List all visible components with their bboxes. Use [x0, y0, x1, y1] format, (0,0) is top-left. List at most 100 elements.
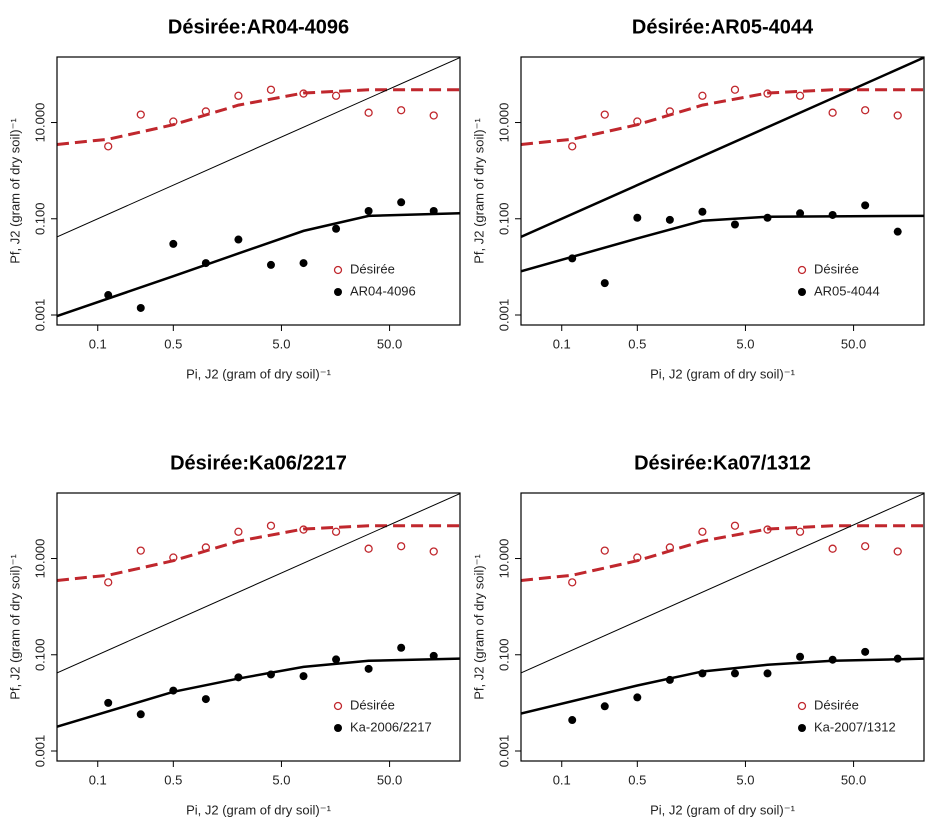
data-point	[796, 652, 805, 661]
data-point	[665, 675, 674, 684]
data-point	[266, 521, 276, 530]
data-point	[893, 547, 902, 556]
y-tick-label: 10.000	[32, 539, 47, 579]
data-point	[600, 110, 609, 119]
y-tick-label: 0.001	[496, 735, 511, 768]
data-point	[861, 542, 870, 551]
data-point	[568, 578, 577, 587]
data-point	[331, 527, 341, 536]
legend-marker	[798, 724, 806, 732]
plot-area	[57, 493, 460, 728]
data-point	[299, 89, 308, 98]
x-tick-label: 5.0	[736, 772, 754, 787]
plot-frame	[56, 56, 461, 326]
data-point	[364, 544, 373, 553]
panel: Désirée:AR04-4096 0.1 0.5 5.0 50.0 0.001 0.100…	[7, 16, 461, 381]
panel: Désirée:AR05-4044 0.1 0.5 5.0 50.0 0.001 0.100…	[471, 16, 925, 381]
data-point	[397, 542, 406, 551]
data-point	[893, 654, 902, 663]
plot-area	[521, 57, 924, 288]
x-tick-label: 0.5	[628, 772, 646, 787]
fit-curve	[521, 657, 924, 715]
y-axis-label: Pf, J2 (gram of dry soil)⁻¹	[7, 118, 22, 264]
data-point	[397, 198, 406, 207]
x-tick-label: 5.0	[272, 336, 290, 351]
plot-frame	[520, 492, 925, 762]
data-point	[730, 85, 740, 94]
y-axis-label: Pf, J2 (gram of dry soil)⁻¹	[7, 554, 22, 700]
data-point	[234, 91, 243, 100]
x-tick-label: 0.5	[628, 336, 646, 351]
x-tick-label: 50.0	[841, 772, 866, 787]
data-point	[234, 527, 243, 536]
data-point	[796, 209, 805, 218]
legend-label: Désirée	[350, 697, 395, 712]
fit-curve	[57, 88, 460, 146]
x-tick-label: 0.5	[164, 336, 182, 351]
data-point	[828, 544, 837, 553]
x-tick-label: 0.1	[553, 772, 571, 787]
data-point	[730, 220, 739, 229]
y-axis-label: Pf, J2 (gram of dry soil)⁻¹	[471, 554, 486, 700]
data-point	[266, 85, 276, 94]
data-point	[397, 643, 406, 652]
data-point	[364, 664, 373, 673]
legend-marker	[798, 288, 806, 296]
x-tick-label: 5.0	[736, 336, 754, 351]
data-point	[730, 521, 740, 530]
data-point	[234, 235, 243, 244]
legend-label: Ka-2006/2217	[350, 719, 432, 734]
legend-label: AR05-4044	[814, 283, 880, 298]
data-point	[763, 669, 772, 678]
data-point	[169, 117, 178, 126]
y-tick-label: 10.000	[32, 103, 47, 143]
data-point	[795, 91, 805, 100]
data-point	[331, 91, 341, 100]
plot-area	[57, 57, 460, 318]
data-point	[665, 215, 674, 224]
legend-label: Ka-2007/1312	[814, 719, 896, 734]
x-tick-label: 50.0	[841, 336, 866, 351]
data-point	[397, 106, 406, 115]
data-point	[568, 716, 577, 725]
data-point	[698, 669, 707, 678]
data-point	[730, 669, 739, 678]
data-point	[698, 527, 707, 536]
y-tick-label: 10.000	[496, 539, 511, 579]
fit-curve	[521, 57, 924, 239]
data-point	[665, 543, 675, 552]
y-tick-label: 0.001	[32, 299, 47, 332]
data-point	[104, 578, 113, 587]
fit-curve	[57, 57, 460, 238]
y-tick-label: 0.001	[32, 735, 47, 768]
x-axis-label: Pi, J2 (gram of dry soil)⁻¹	[650, 366, 796, 381]
legend-marker	[333, 265, 343, 275]
x-tick-label: 0.1	[89, 336, 107, 351]
data-point	[169, 239, 178, 248]
data-point	[169, 553, 178, 562]
data-point	[299, 525, 308, 534]
x-tick-label: 50.0	[377, 772, 402, 787]
data-point	[429, 207, 438, 216]
legend-label: Désirée	[814, 261, 859, 276]
x-tick-label: 50.0	[377, 336, 402, 351]
data-point	[861, 106, 870, 115]
data-point	[104, 698, 113, 707]
legend-label: Désirée	[814, 697, 859, 712]
data-point	[633, 553, 642, 562]
legend-label: AR04-4096	[350, 283, 416, 298]
data-point	[332, 224, 341, 233]
fit-curve	[521, 214, 924, 273]
data-point	[633, 693, 642, 702]
legend-marker	[334, 288, 342, 296]
x-tick-label: 0.1	[89, 772, 107, 787]
data-point	[136, 546, 145, 555]
data-point	[234, 673, 243, 682]
data-point	[364, 207, 373, 216]
panel: Désirée:Ka07/1312 0.1 0.5 5.0 50.0 0.001 0.100…	[471, 452, 925, 817]
data-point	[169, 686, 178, 695]
legend-label: Désirée	[350, 261, 395, 276]
y-tick-label: 10.000	[496, 103, 511, 143]
x-tick-label: 0.1	[553, 336, 571, 351]
